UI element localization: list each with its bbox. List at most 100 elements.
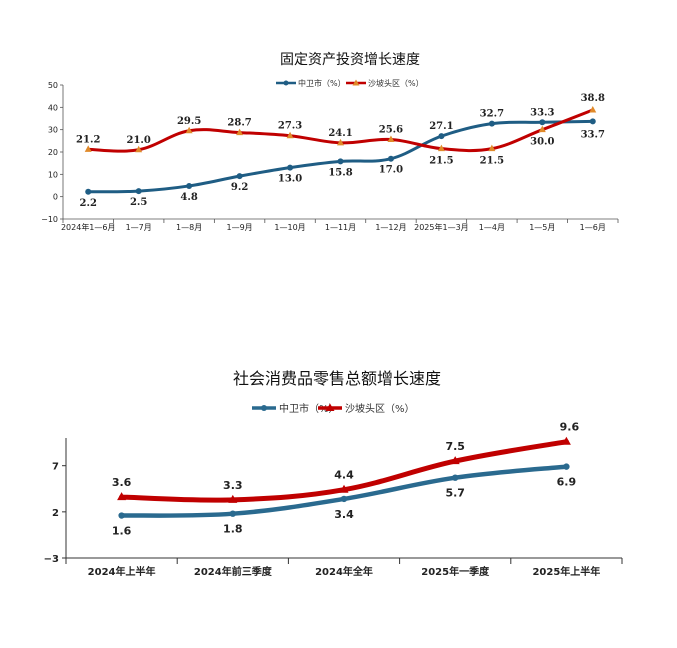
chart2-legend-series1: 中卫市（%）	[279, 402, 339, 415]
chart1-point-s1	[186, 182, 193, 189]
chart1-point-s2	[387, 135, 395, 142]
chart2-point-s2	[117, 492, 127, 501]
chart2-legend-series2: 沙坡头区（%）	[345, 402, 415, 415]
chart1-point-s1	[539, 119, 546, 126]
chart1-point-s1	[387, 155, 394, 162]
chart1-y-tick-label: 20	[48, 148, 58, 157]
chart2-point-s1	[229, 510, 236, 517]
chart2-data-label-s2: 9.6	[560, 421, 580, 434]
chart1-point-s1	[236, 173, 243, 180]
chart1-x-tick-label: 1—10月	[274, 223, 305, 232]
chart1-x-tick-label: 1—4月	[479, 223, 505, 232]
chart2-y-tick-label: 7	[52, 462, 59, 473]
chart1-data-label-s2: 30.0	[530, 137, 554, 148]
chart1-point-s2	[488, 144, 496, 152]
chart2-y-tick-label: −3	[44, 554, 59, 565]
fixed-asset-chart: 固定资产投资增长速度 中卫市（%） 沙坡头区（%） 50 40 30 20 10 0 −10…	[41, 52, 619, 232]
chart1-y-tick-label: 30	[48, 126, 58, 135]
chart1-x-tick-label: 1—9月	[226, 223, 252, 232]
chart1-point-s1	[438, 133, 445, 140]
chart1-data-label-s1: 9.2	[231, 182, 248, 193]
chart2-data-label-s2: 3.6	[112, 476, 132, 489]
chart2-data-label-s1: 3.4	[334, 508, 354, 521]
chart1-data-label-s2: 24.1	[328, 128, 352, 139]
chart1-data-label-s1: 15.8	[328, 167, 352, 178]
chart2-data-label-s2: 7.5	[445, 440, 465, 453]
chart2-x-tick-label: 2025年一季度	[421, 565, 490, 578]
chart2-legend: 中卫市（%） 沙坡头区（%）	[252, 402, 415, 415]
chart2-title: 社会消费品零售总额增长速度	[233, 369, 441, 388]
chart2-point-s2	[561, 436, 571, 445]
chart1-data-label-s1: 33.7	[581, 129, 605, 140]
chart1-y-tick-label: 50	[48, 81, 58, 90]
chart2-point-s2	[228, 494, 238, 503]
chart1-x-tick-label: 1—8月	[176, 223, 202, 232]
chart1-data-label-s2: 25.6	[379, 124, 403, 135]
chart1-data-label-s1: 4.8	[180, 192, 197, 203]
chart2-x-tick-label: 2024年上半年	[88, 565, 156, 578]
chart2-point-s1	[563, 463, 570, 470]
chart1-point-s2	[589, 106, 597, 113]
chart1-data-label-s2: 21.2	[76, 134, 100, 145]
chart1-point-s1	[135, 188, 142, 195]
chart2-point-s2	[450, 456, 460, 465]
chart1-x-tick-label: 1—5月	[529, 223, 555, 232]
chart1-data-label-s2: 38.8	[581, 93, 605, 104]
chart1-x-tick-label: 1—11月	[325, 223, 356, 232]
chart1-data-label-s2: 21.0	[127, 135, 151, 146]
chart2-point-s1	[340, 495, 348, 503]
chart1-point-s2	[236, 128, 244, 136]
chart1-x-tick-label: 2024年1—6月	[61, 222, 116, 232]
chart1-marks: 2.2 2.5 4.8 9.2 13.0 15.8 17.0 27.1 32.7 33.3 33.7…	[76, 93, 605, 209]
chart2-point-s2	[339, 484, 349, 493]
chart1-point-s2	[437, 144, 445, 152]
chart1-point-s2	[286, 131, 294, 139]
chart2-data-label-s1: 5.7	[445, 487, 465, 500]
chart1-x-tick-label: 1—12月	[375, 223, 406, 232]
chart2-x-tick-label: 2025年上半年	[532, 565, 600, 578]
chart1-point-s2	[84, 145, 92, 152]
chart1-point-s1	[488, 120, 495, 127]
chart1-y-tick-label: 10	[48, 170, 58, 179]
chart1-point-s1	[589, 118, 596, 125]
retail-sales-chart: 社会消费品零售总额增长速度 中卫市（%） 沙坡头区（%） 7 2 −3 2024年上半…	[44, 369, 623, 578]
chart1-data-label-s1: 32.7	[480, 109, 504, 120]
chart1-data-label-s1: 17.0	[379, 165, 403, 176]
chart2-x-tick-label: 2024年前三季度	[194, 565, 273, 578]
chart1-point-s2	[337, 138, 344, 146]
chart1-y-tick-label: 40	[48, 103, 58, 112]
chart2-data-label-s2: 4.4	[334, 469, 354, 482]
chart2-point-s1	[452, 474, 459, 481]
chart1-x-tick-label: 2025年1—3月	[414, 222, 469, 232]
chart1-point-s1	[287, 164, 294, 171]
chart2-x-tick-label: 2024年全年	[315, 565, 373, 578]
chart1-point-s2	[135, 145, 143, 153]
chart1-data-label-s2: 27.3	[278, 121, 302, 132]
chart1-y-tick-label: −10	[41, 215, 58, 224]
chart2-data-label-s2: 3.3	[223, 479, 243, 492]
chart1-x-tick-label: 1—7月	[126, 223, 152, 232]
chart1-legend-series2: 沙坡头区（%）	[368, 78, 424, 88]
chart1-data-label-s1: 33.3	[530, 107, 554, 118]
chart1-data-label-s2: 29.5	[177, 116, 201, 127]
chart1-point-s1	[85, 188, 92, 195]
chart2-data-label-s1: 6.9	[557, 476, 577, 489]
chart1-point-s1	[337, 158, 344, 165]
chart1-legend: 中卫市（%） 沙坡头区（%）	[276, 78, 424, 88]
chart1-data-label-s2: 21.5	[429, 156, 453, 167]
chart1-data-label-s1: 2.5	[130, 197, 147, 208]
chart2-marks: 1.6 1.8 3.4 5.7 6.9 3.6 3.3 4.4 7.5 9.6	[112, 421, 580, 538]
chart1-title: 固定资产投资增长速度	[280, 52, 420, 68]
chart1-x-tick-label: 1—6月	[580, 223, 606, 232]
chart1-point-s2	[185, 126, 193, 134]
chart1-data-label-s1: 27.1	[429, 121, 453, 132]
chart2-point-s1	[118, 512, 125, 519]
chart1-point-s2	[538, 125, 546, 133]
chart2-axes: 7 2 −3 2024年上半年 2024年前三季度 2024年全年 2025年一季度 2025…	[44, 438, 623, 578]
chart2-y-tick-label: 2	[52, 508, 59, 519]
chart2-data-label-s1: 1.6	[112, 525, 132, 538]
chart1-legend-series1: 中卫市（%）	[298, 78, 346, 88]
chart1-data-label-s1: 2.2	[80, 198, 97, 209]
